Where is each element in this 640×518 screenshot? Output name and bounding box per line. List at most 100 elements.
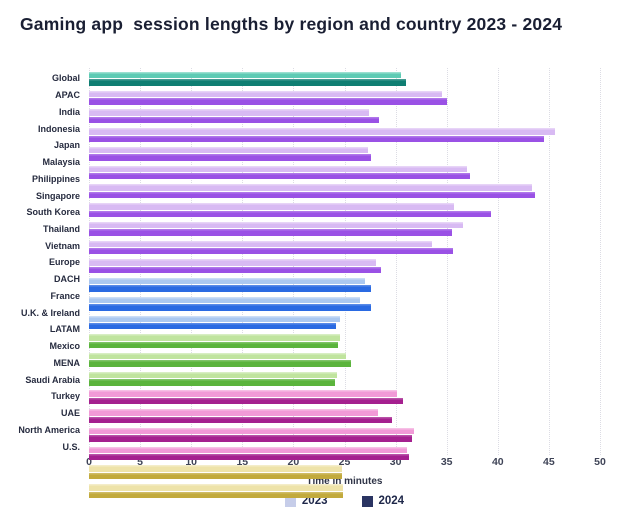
x-axis-label: Time in minutes [306,476,383,487]
chart-row [89,278,600,295]
category-label-row: Malaysia [0,154,85,171]
category-label: U.S. [62,441,80,452]
bar-2024 [89,285,372,292]
x-tick-label: 25 [338,456,351,468]
bar-2023 [89,128,556,135]
category-label-row: LATAM [0,321,85,338]
bar-2024 [89,135,544,142]
x-tick-label: 35 [440,456,453,468]
bar-2023 [89,446,407,454]
chart-row [89,427,600,445]
chart-row [89,409,600,426]
category-label: Thailand [42,223,80,234]
category-label-row: Indonesia [0,120,85,137]
category-axis: Global APAC India Indonesia Japan Malaysia Phi… [0,70,85,455]
category-label-row: DACH [0,271,85,288]
chart-row [89,390,600,407]
bar-2023 [89,427,414,435]
gridline [446,68,448,455]
x-axis-ticks: 0 5 10 15 20 25 30 35 40 45 50 [86,456,606,470]
chart-row [89,371,600,389]
x-tick-label: 10 [185,456,198,468]
chart-row [89,90,600,108]
category-label: MENA [53,357,81,368]
bar-2023 [89,90,442,98]
chart-row [89,109,600,126]
bar-2023 [89,221,464,229]
category-label: France [50,290,80,301]
chart-row [89,259,600,276]
chart-row [89,184,600,201]
bar-2024 [89,116,380,124]
bar-2024 [89,397,403,405]
bar-2023 [89,465,343,472]
legend-swatch-2023 [284,495,296,507]
category-label: Turkey [51,391,80,402]
category-label-row: Europe [0,254,85,271]
chart-row [89,353,600,370]
category-label-row: France [0,288,85,305]
legend-label-2023: 2023 [301,495,328,507]
x-tick-label: 20 [287,456,300,468]
category-label-row: APAC [0,87,85,104]
chart-row [89,72,600,89]
legend: 2023 2024 [89,495,600,507]
bar-2023 [89,240,433,247]
bar-2024 [89,266,382,274]
category-label: APAC [55,90,80,101]
category-label: Global [51,73,80,84]
bar-2024 [89,173,471,180]
bar-2023 [89,184,532,191]
category-label: Philippines [31,173,80,184]
category-label: U.K. & Ireland [20,307,80,318]
bar-2024 [89,191,535,199]
plot-area [89,68,601,498]
category-label-row: India [0,103,85,120]
category-label: South Korea [26,207,80,218]
bar-2023 [89,296,360,304]
chart-row [89,128,600,145]
x-tick-label: 15 [236,456,249,468]
bar-2023 [89,315,341,322]
bar-2024 [89,416,392,423]
category-label-row: South Korea [0,204,85,221]
bar-2023 [89,259,377,266]
bar-2024 [89,322,337,330]
bar-2024 [89,210,491,217]
bar-2024 [89,454,409,461]
category-label-row: MENA [0,354,85,371]
chart-row [89,465,600,482]
category-label: Singapore [35,190,80,201]
category-label: Mexico [49,341,80,352]
bar-2024 [89,304,372,311]
category-label: North America [18,424,80,435]
category-label: Saudi Arabia [25,374,80,385]
category-label-row: Turkey [0,388,85,405]
category-label-row: UAE [0,405,85,422]
category-label: DACH [54,274,80,285]
x-tick-label: 30 [389,456,402,468]
chart-row [89,334,600,351]
legend-item-2023: 2023 [284,495,328,507]
bar-2024 [89,472,343,480]
category-label: UAE [60,408,80,419]
bar-2024 [89,154,372,161]
chart-row [89,315,600,333]
category-label-row: Saudi Arabia [0,371,85,388]
bar-2024 [89,79,406,86]
gridline [600,68,601,455]
category-label-row: U.S. [0,438,85,455]
x-tick-label: 50 [594,456,606,468]
bar-2024 [89,435,412,442]
chart-row [89,296,600,314]
bar-2023 [89,409,379,416]
category-label: Japan [53,140,80,151]
category-label-row: Thailand [0,221,85,238]
bar-2024 [89,341,339,349]
category-label-row: Japan [0,137,85,154]
bar-2024 [89,360,351,367]
category-label-row: Singapore [0,187,85,204]
bar-2023 [89,334,341,341]
chart-row [89,146,600,164]
category-label-row: Vietnam [0,237,85,254]
